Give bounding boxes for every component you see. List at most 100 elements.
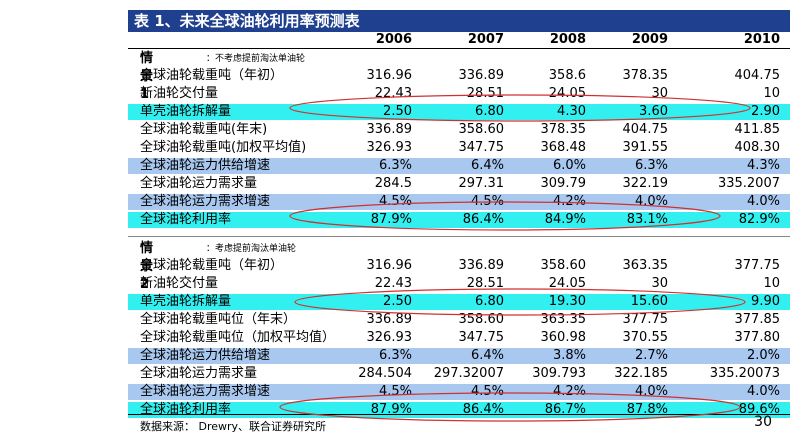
table-cell: 370.55 [622,330,669,345]
table-cell: 316.96 [366,68,413,83]
table-cell: 309.793 [532,366,586,381]
table-cell: 363.35 [540,312,587,327]
table-cell: 297.32007 [433,366,504,381]
table-cell: 30 [651,86,668,101]
table-cell: 6.4% [470,348,504,363]
table-row: 全球油轮利用率 87.9% 86.4% 84.9% 83.1% 82.9% [128,212,790,228]
row-label: 全球油轮载重吨(年末) [140,122,268,137]
year-header: 2010 [743,32,780,47]
table-cell: 6.3% [378,348,412,363]
table-cell: 4.0% [746,384,780,399]
table-cell: 347.75 [458,330,505,345]
table-cell: 336.89 [458,68,505,83]
table-cell: 284.504 [358,366,412,381]
table-row: 全球油轮运力需求量 284.504 297.32007 309.793 322.185 3… [128,366,790,382]
row-label: 全球油轮载重吨位（加权平均值） [140,330,336,345]
table-row: 全球油轮载重吨(年末) 336.89 358.60 378.35 404.75 411.8… [128,122,790,138]
table-row: 全球油轮运力供给增速 6.3% 6.4% 6.0% 6.3% 4.3% [128,158,790,174]
section-divider [128,236,790,237]
table-cell: 377.85 [734,312,781,327]
table-cell: 19.30 [548,294,586,309]
table-cell: 358.60 [458,312,505,327]
table-cell: 336.89 [366,312,413,327]
table-row: 全球油轮运力需求量 284.5 297.31 309.79 322.19 335.2007 [128,176,790,192]
bottom-rule [128,414,790,415]
table-row: 全球油轮运力需求增速 4.5% 4.5% 4.2% 4.0% 4.0% [128,194,790,210]
scenario1-label: 情景 1 [140,51,154,102]
table-cell: 316.96 [366,258,413,273]
table-cell: 28.51 [466,276,504,291]
table-cell: 335.20073 [709,366,780,381]
scenario2-label: 情景 2 [140,241,154,292]
table-cell: 336.89 [458,258,505,273]
row-label: 全球油轮运力需求量 [140,176,258,191]
table-cell: 2.50 [383,294,412,309]
table-cell: 15.60 [630,294,668,309]
table-cell: 83.1% [626,212,668,227]
table-cell: 4.3% [746,158,780,173]
row-label: 全球油轮载重吨(加权平均值) [140,140,307,155]
table-cell: 22.43 [374,276,412,291]
table-cell: 377.75 [734,258,781,273]
table-row: 全球油轮载重吨位（年末） 336.89 358.60 363.35 377.75 377.… [128,312,790,328]
table-cell: 6.3% [634,158,668,173]
table-cell: 391.55 [622,140,669,155]
table-cell: 6.0% [552,158,586,173]
table-cell: 404.75 [734,68,781,83]
row-label: 全球油轮运力需求增速 [140,194,271,209]
row-label: 全球油轮运力需求增速 [140,384,271,399]
table-cell: 2.50 [383,104,412,119]
table-cell: 284.5 [374,176,412,191]
table-cell: 3.60 [639,104,668,119]
table-cell: 10 [763,86,780,101]
table-cell: 309.79 [540,176,587,191]
forecast-table: 表 1、未来全球油轮利用率预测表 2006 2007 2008 2009 201… [128,0,790,440]
table-cell: 22.43 [374,86,412,101]
row-label: 全球油轮载重吨（年初） [140,258,284,273]
table-cell: 4.5% [378,194,412,209]
table-cell: 378.35 [540,122,587,137]
table-row: 全球油轮载重吨（年初） 316.96 336.89 358.6 378.35 404.75 [128,68,790,84]
row-label: 新油轮交付量 [140,86,219,101]
table-cell: 363.35 [622,258,669,273]
table-cell: 86.7% [544,402,586,417]
table-cell: 408.30 [734,140,781,155]
table-row: 全球油轮载重吨(加权平均值) 326.93 347.75 368.48 391.55 40… [128,140,790,156]
table-row: 全球油轮载重吨位（加权平均值） 326.93 347.75 360.98 370.55 3… [128,330,790,346]
table-cell: 322.19 [622,176,669,191]
table-cell: 6.4% [470,158,504,173]
table-cell: 4.0% [746,194,780,209]
table-row: 单壳油轮拆解量 2.50 6.80 19.30 15.60 9.90 [128,294,790,310]
table-row: 全球油轮载重吨（年初） 316.96 336.89 358.60 363.35 377.7… [128,258,790,274]
table-cell: 360.98 [540,330,587,345]
header-rule [128,48,790,49]
scenario2-note: ：考虑提前淘汰单油轮 [206,244,297,254]
table-cell: 358.60 [458,122,505,137]
table-row: 全球油轮运力需求增速 4.5% 4.5% 4.2% 4.0% 4.0% [128,384,790,400]
table-cell: 336.89 [366,122,413,137]
year-header: 2009 [631,32,668,47]
table-cell: 87.9% [370,212,412,227]
table-cell: 368.48 [540,140,587,155]
year-header-row: 2006 2007 2008 2009 2010 [128,32,790,48]
table-cell: 4.5% [470,194,504,209]
table-cell: 30 [651,276,668,291]
row-label: 全球油轮载重吨位（年末） [140,312,297,327]
table-title: 表 1、未来全球油轮利用率预测表 [128,10,790,32]
row-label: 全球油轮载重吨（年初） [140,68,284,83]
table-cell: 378.35 [622,68,669,83]
table-cell: 347.75 [458,140,505,155]
table-cell: 4.5% [378,384,412,399]
table-cell: 6.3% [378,158,412,173]
table-cell: 358.6 [548,68,586,83]
year-header: 2006 [375,32,412,47]
table-cell: 4.5% [470,384,504,399]
table-cell: 404.75 [622,122,669,137]
source-note: 数据来源： Drewry、联合证券研究所 [140,420,327,433]
table-cell: 322.185 [614,366,668,381]
table-cell: 82.9% [738,212,780,227]
table-cell: 86.4% [462,402,504,417]
table-cell: 4.30 [557,104,586,119]
table-cell: 377.80 [734,330,781,345]
table-cell: 86.4% [462,212,504,227]
